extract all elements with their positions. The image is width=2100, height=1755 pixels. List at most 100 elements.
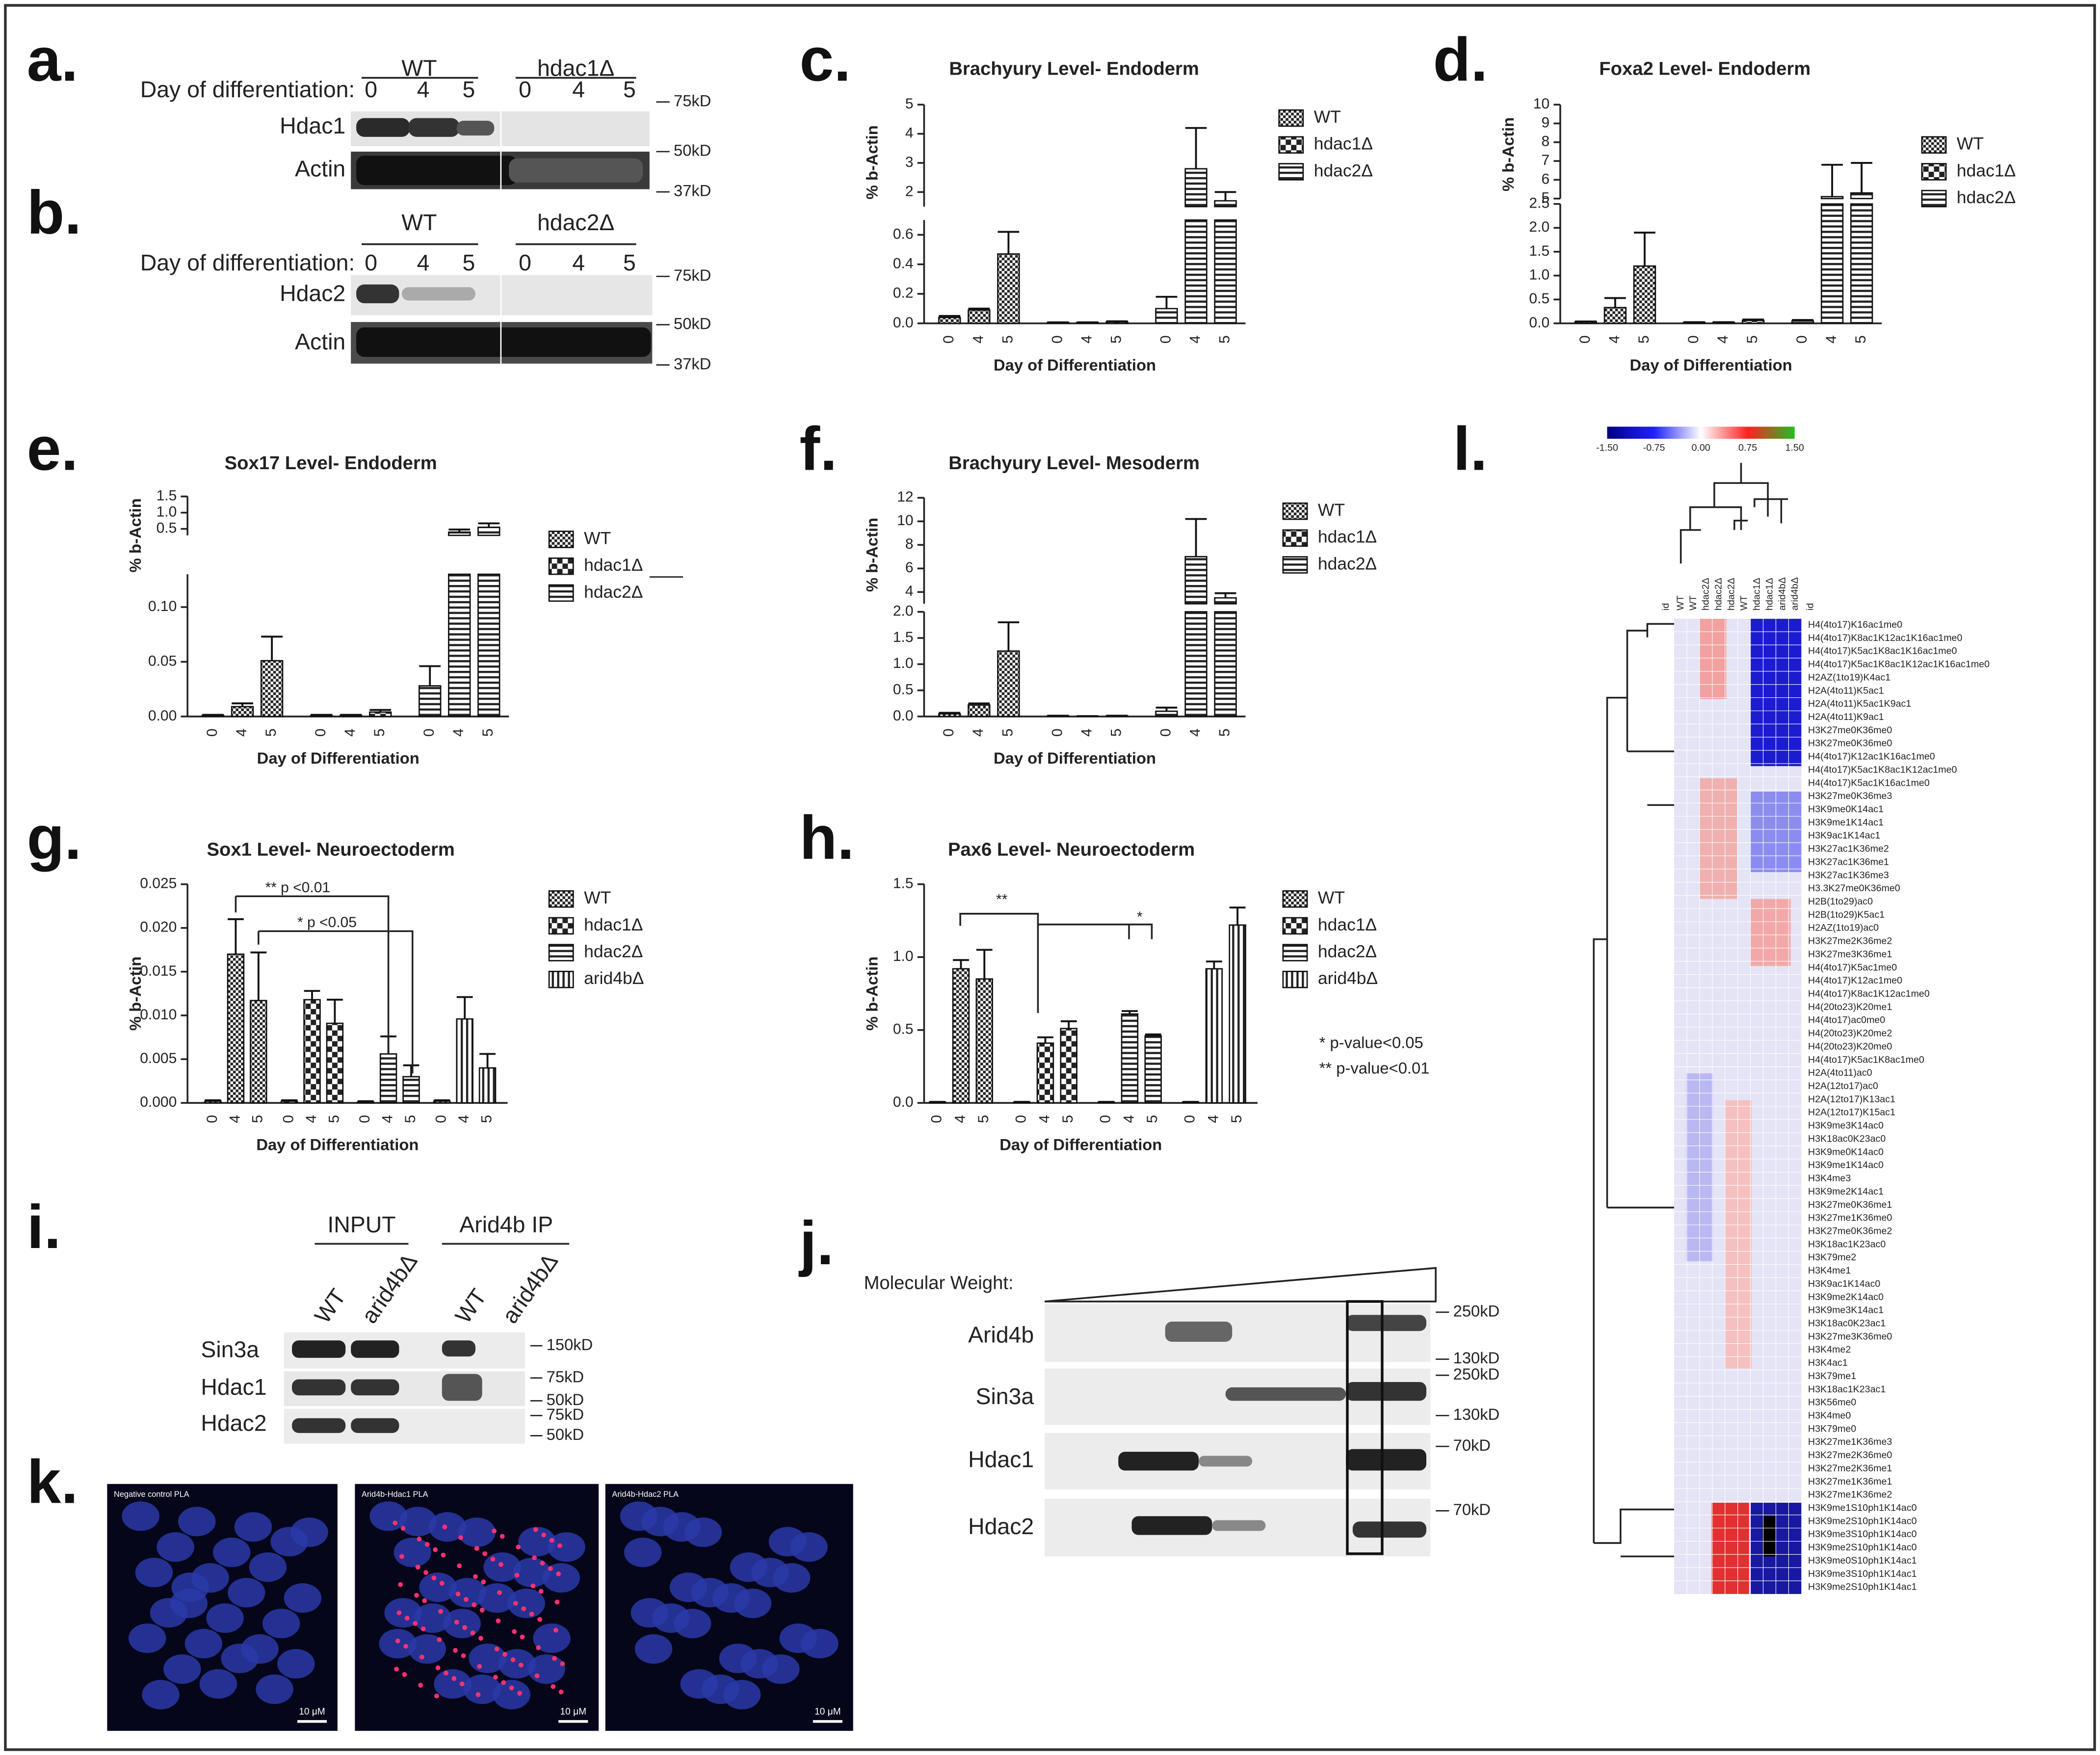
row-label: H2A(4to11)K5ac1 bbox=[1808, 685, 1884, 696]
pla-dot bbox=[470, 1630, 475, 1636]
row-label: H4(4to17)K12ac1K16ac1me0 bbox=[1808, 751, 1935, 762]
marker-label: 130kD bbox=[1453, 1405, 1500, 1423]
row-label: H3K4me1 bbox=[1808, 1265, 1851, 1276]
nucleus bbox=[634, 1634, 673, 1664]
y-axis-label: % b-Actin bbox=[863, 957, 881, 1031]
marker-label: 70kD bbox=[1453, 1436, 1491, 1454]
nucleus bbox=[513, 1558, 551, 1588]
error-bar bbox=[369, 709, 392, 713]
legend-swatch bbox=[1282, 944, 1308, 961]
bar bbox=[1850, 192, 1873, 324]
pla-dot bbox=[533, 1527, 538, 1532]
bar bbox=[418, 685, 442, 718]
error-bar bbox=[1575, 320, 1597, 322]
pla-dot bbox=[538, 1589, 544, 1594]
legend-swatch bbox=[1282, 971, 1308, 988]
pla-dot bbox=[413, 1621, 418, 1626]
legend-swatch bbox=[548, 531, 574, 548]
row-label: H2A(12to17)K15ac1 bbox=[1808, 1107, 1895, 1118]
bar bbox=[250, 1000, 267, 1104]
annotation: ** bbox=[996, 891, 1008, 907]
nucleus bbox=[507, 1588, 545, 1619]
x-tick-label: 0 bbox=[1157, 335, 1174, 344]
bar bbox=[1633, 265, 1656, 324]
x-tick-label: 4 bbox=[952, 1115, 968, 1123]
error-bar bbox=[1185, 127, 1207, 169]
row-label: H4(4to17)K5ac1K16ac1me0 bbox=[1808, 777, 1930, 788]
nucleus bbox=[277, 1649, 315, 1679]
error-bar bbox=[1634, 232, 1655, 266]
lane-label: 5 bbox=[462, 250, 475, 275]
x-tick-label: 4 bbox=[1205, 1115, 1221, 1123]
error-bar bbox=[403, 1064, 420, 1077]
nucleus bbox=[518, 1527, 556, 1557]
group-label: Arid4b IP bbox=[459, 1212, 553, 1237]
x-tick-label: 4 bbox=[234, 728, 250, 737]
significance-bracket bbox=[258, 930, 414, 1074]
bar bbox=[1155, 308, 1178, 324]
legend-swatch bbox=[548, 890, 574, 908]
bar bbox=[1741, 319, 1765, 324]
lane-label: 0 bbox=[365, 77, 377, 102]
pla-dot bbox=[521, 1606, 526, 1611]
x-tick-label: 5 bbox=[480, 728, 496, 737]
bar bbox=[1036, 1042, 1054, 1104]
significance-bracket bbox=[959, 913, 1039, 1013]
row-label: H3K27me0K36me0 bbox=[1808, 738, 1892, 749]
column-label: hdac1Δ bbox=[1764, 578, 1775, 611]
pla-dot bbox=[437, 1637, 442, 1642]
pla-dot bbox=[560, 1661, 565, 1667]
x-tick-label: 5 bbox=[402, 1115, 419, 1123]
row-label: H3K9me0S10ph1K14ac1 bbox=[1808, 1555, 1917, 1566]
legend-swatch bbox=[1282, 890, 1308, 908]
pla-dot bbox=[530, 1583, 536, 1589]
pla-dot bbox=[438, 1609, 443, 1614]
error-bar bbox=[953, 959, 969, 969]
y-tick-label: 0.015 bbox=[140, 963, 177, 979]
band-label: Arid4b bbox=[968, 1322, 1034, 1347]
marker-label: 250kD bbox=[1453, 1365, 1500, 1383]
legend-swatch bbox=[1921, 189, 1947, 208]
pla-dot bbox=[420, 1626, 426, 1631]
nucleus bbox=[284, 1583, 322, 1613]
x-tick-label: 0 bbox=[1098, 1115, 1114, 1123]
x-tick-label: 4 bbox=[1078, 728, 1095, 737]
row-label: H4(4to17)K5ac1K8ac1me0 bbox=[1808, 1054, 1924, 1065]
row-label: H4(20to23)K20me1 bbox=[1808, 1002, 1892, 1012]
column-label: arid4bΔ bbox=[1777, 577, 1787, 611]
row-label: H3K4me2 bbox=[1808, 1344, 1851, 1355]
marker-label: 130kD bbox=[1453, 1349, 1500, 1367]
error-bar bbox=[1106, 320, 1128, 322]
y-tick-label: 0.0 bbox=[893, 315, 914, 331]
chart-title: Sox1 Level- Neuroectoderm bbox=[207, 839, 455, 860]
row-label: H3K9ac1K14ac1 bbox=[1808, 830, 1880, 841]
row-label: H3K9me2K14ac1 bbox=[1808, 1186, 1884, 1197]
group-label: hdac2Δ bbox=[537, 210, 614, 235]
marker-label: 75kD bbox=[547, 1367, 584, 1385]
pla-dot bbox=[423, 1570, 428, 1575]
nucleus bbox=[163, 1654, 201, 1684]
legend-swatch bbox=[1282, 529, 1308, 547]
band-label: Hdac2 bbox=[201, 1410, 266, 1436]
pla-dot bbox=[479, 1607, 485, 1613]
pla-dot bbox=[514, 1572, 520, 1578]
row-label: H3K9me2S10ph1K14ac1 bbox=[1808, 1582, 1917, 1593]
row-label: H3K27me3K36me0 bbox=[1808, 1331, 1892, 1342]
error-bar bbox=[1155, 295, 1178, 309]
significance-bracket bbox=[235, 895, 390, 1054]
legend-swatch bbox=[1282, 556, 1308, 574]
marker-label: 75kD bbox=[674, 91, 711, 109]
row-label: H2A(4to11)K9ac1 bbox=[1808, 712, 1884, 722]
x-tick-label: 5 bbox=[1636, 335, 1652, 344]
row-label: H4(4to17)ac0me0 bbox=[1808, 1015, 1885, 1026]
row-label: H2A(4to11)ac0 bbox=[1808, 1067, 1872, 1078]
nucleus bbox=[408, 1634, 446, 1664]
pla-dot bbox=[501, 1680, 506, 1685]
nucleus bbox=[458, 1517, 496, 1547]
bar bbox=[968, 704, 991, 718]
y-tick-label: 0.5 bbox=[893, 682, 914, 698]
error-bar bbox=[479, 1053, 496, 1068]
pla-dot bbox=[461, 1653, 466, 1658]
colorbar-label: -1.50 bbox=[1596, 442, 1618, 453]
group-label: WT bbox=[401, 55, 437, 80]
